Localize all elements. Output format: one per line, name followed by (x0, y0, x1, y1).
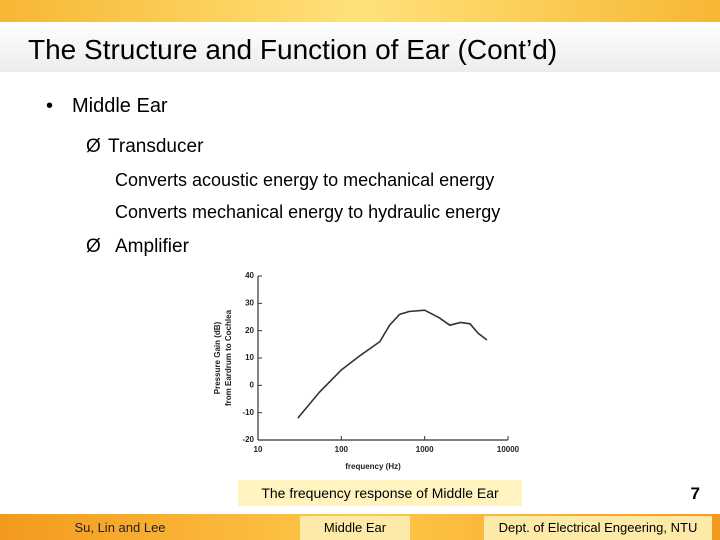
caption: The frequency response of Middle Ear (238, 480, 522, 506)
y-tick-label: -10 (242, 408, 254, 417)
y-tick-label: 30 (245, 298, 254, 307)
y-tick-label: 40 (245, 271, 254, 280)
bullet-text: Amplifier (115, 236, 189, 257)
slide-title: The Structure and Function of Ear (Cont’… (28, 34, 558, 65)
y-axis-label: Pressure Gain (dB) (213, 321, 222, 394)
top-band (0, 0, 720, 22)
bullet-marker: • (46, 95, 54, 117)
y-axis-label: from Eardrum to Cochlea (224, 309, 233, 406)
bullet-text: Transducer (108, 136, 204, 157)
x-tick-label: 100 (335, 445, 349, 454)
bullet-marker: Ø (86, 236, 101, 257)
x-tick-label: 10 (254, 445, 263, 454)
y-tick-label: 10 (245, 353, 254, 362)
bullet-text: Converts mechanical energy to hydraulic … (115, 202, 501, 222)
bullet-text: Middle Ear (72, 95, 168, 117)
footer-right: Dept. of Electrical Engeering, NTU (484, 516, 712, 540)
y-tick-label: -20 (242, 435, 254, 444)
y-tick-label: 20 (245, 326, 254, 335)
bullet-marker: Ø (86, 136, 101, 157)
data-line (297, 309, 488, 419)
footer-center: Middle Ear (300, 516, 410, 540)
x-tick-label: 1000 (416, 445, 434, 454)
bullet-text: Converts acoustic energy to mechanical e… (115, 170, 495, 190)
title-bar (0, 22, 720, 72)
footer-left: Su, Lin and Lee (74, 520, 166, 535)
x-tick-label: 10000 (497, 445, 520, 454)
y-tick-label: 0 (250, 380, 255, 389)
page-number: 7 (690, 484, 700, 503)
x-axis-label: frequency (Hz) (345, 462, 401, 471)
